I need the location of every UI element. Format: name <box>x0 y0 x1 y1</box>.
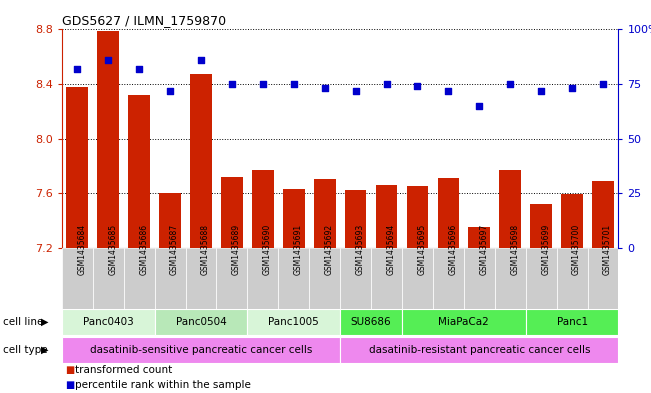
Bar <box>376 185 397 248</box>
Text: GSM1435697: GSM1435697 <box>479 224 488 275</box>
Point <box>536 87 546 94</box>
Text: GSM1435691: GSM1435691 <box>294 224 303 275</box>
Point <box>567 85 577 92</box>
Point <box>258 81 268 87</box>
Bar <box>464 248 495 309</box>
Text: Panc0504: Panc0504 <box>176 317 227 327</box>
Text: GSM1435698: GSM1435698 <box>510 224 519 275</box>
Text: GSM1435690: GSM1435690 <box>263 224 272 275</box>
Point <box>72 66 83 72</box>
Bar <box>587 248 618 309</box>
Point <box>474 103 484 109</box>
Bar <box>92 248 124 309</box>
Text: GSM1435693: GSM1435693 <box>355 224 365 275</box>
Bar <box>159 193 181 248</box>
Bar <box>469 227 490 248</box>
Bar <box>221 177 243 248</box>
Point <box>505 81 516 87</box>
Bar <box>154 248 186 309</box>
Bar <box>247 248 278 309</box>
Bar <box>62 248 92 309</box>
Bar <box>525 248 557 309</box>
Text: GSM1435699: GSM1435699 <box>541 224 550 275</box>
Text: cell type: cell type <box>3 345 48 355</box>
Text: percentile rank within the sample: percentile rank within the sample <box>75 380 251 390</box>
Text: Panc1: Panc1 <box>557 317 588 327</box>
Text: ■: ■ <box>65 380 74 390</box>
Bar <box>98 31 119 248</box>
Text: GSM1435694: GSM1435694 <box>387 224 396 275</box>
Bar <box>407 186 428 248</box>
Bar <box>314 180 335 248</box>
Bar <box>557 248 587 309</box>
Text: cell line: cell line <box>3 317 44 327</box>
Bar <box>525 309 618 336</box>
Point <box>598 81 608 87</box>
Bar <box>531 204 552 248</box>
Text: Panc1005: Panc1005 <box>268 317 319 327</box>
Bar <box>216 248 247 309</box>
Text: GSM1435688: GSM1435688 <box>201 224 210 275</box>
Bar <box>402 309 525 336</box>
Bar <box>345 190 367 248</box>
Point <box>412 83 422 89</box>
Text: transformed count: transformed count <box>75 365 172 375</box>
Point <box>443 87 454 94</box>
Bar <box>62 336 340 363</box>
Text: GSM1435685: GSM1435685 <box>108 224 117 275</box>
Text: GSM1435695: GSM1435695 <box>417 224 426 275</box>
Bar <box>128 95 150 248</box>
Text: dasatinib-sensitive pancreatic cancer cells: dasatinib-sensitive pancreatic cancer ce… <box>90 345 312 355</box>
Bar <box>309 248 340 309</box>
Bar <box>561 195 583 248</box>
Text: dasatinib-resistant pancreatic cancer cells: dasatinib-resistant pancreatic cancer ce… <box>368 345 590 355</box>
Bar <box>499 170 521 248</box>
Bar <box>402 248 433 309</box>
Bar <box>62 309 154 336</box>
Point <box>165 87 175 94</box>
Point <box>103 57 113 63</box>
Bar <box>433 248 464 309</box>
Bar <box>154 309 247 336</box>
Bar <box>124 248 154 309</box>
Text: GSM1435687: GSM1435687 <box>170 224 179 275</box>
Bar <box>371 248 402 309</box>
Bar <box>495 248 525 309</box>
Text: GDS5627 / ILMN_1759870: GDS5627 / ILMN_1759870 <box>62 14 226 27</box>
Text: GSM1435692: GSM1435692 <box>325 224 334 275</box>
Point <box>381 81 392 87</box>
Text: ▶: ▶ <box>41 317 49 327</box>
Point <box>227 81 237 87</box>
Text: MiaPaCa2: MiaPaCa2 <box>439 317 489 327</box>
Bar <box>252 170 273 248</box>
Bar <box>66 87 88 248</box>
Bar <box>340 336 618 363</box>
Point <box>196 57 206 63</box>
Text: SU8686: SU8686 <box>351 317 391 327</box>
Text: GSM1435684: GSM1435684 <box>77 224 87 275</box>
Point <box>288 81 299 87</box>
Point <box>320 85 330 92</box>
Text: GSM1435689: GSM1435689 <box>232 224 241 275</box>
Bar <box>437 178 459 248</box>
Bar <box>278 248 309 309</box>
Text: GSM1435696: GSM1435696 <box>449 224 458 275</box>
Text: GSM1435700: GSM1435700 <box>572 224 581 275</box>
Bar <box>186 248 216 309</box>
Bar <box>283 189 305 248</box>
Bar <box>340 248 371 309</box>
Text: ■: ■ <box>65 365 74 375</box>
Text: Panc0403: Panc0403 <box>83 317 133 327</box>
Bar <box>592 181 614 248</box>
Text: ▶: ▶ <box>41 345 49 355</box>
Text: GSM1435701: GSM1435701 <box>603 224 612 275</box>
Bar <box>340 309 402 336</box>
Bar <box>247 309 340 336</box>
Point <box>350 87 361 94</box>
Bar <box>190 74 212 248</box>
Point <box>134 66 145 72</box>
Text: GSM1435686: GSM1435686 <box>139 224 148 275</box>
